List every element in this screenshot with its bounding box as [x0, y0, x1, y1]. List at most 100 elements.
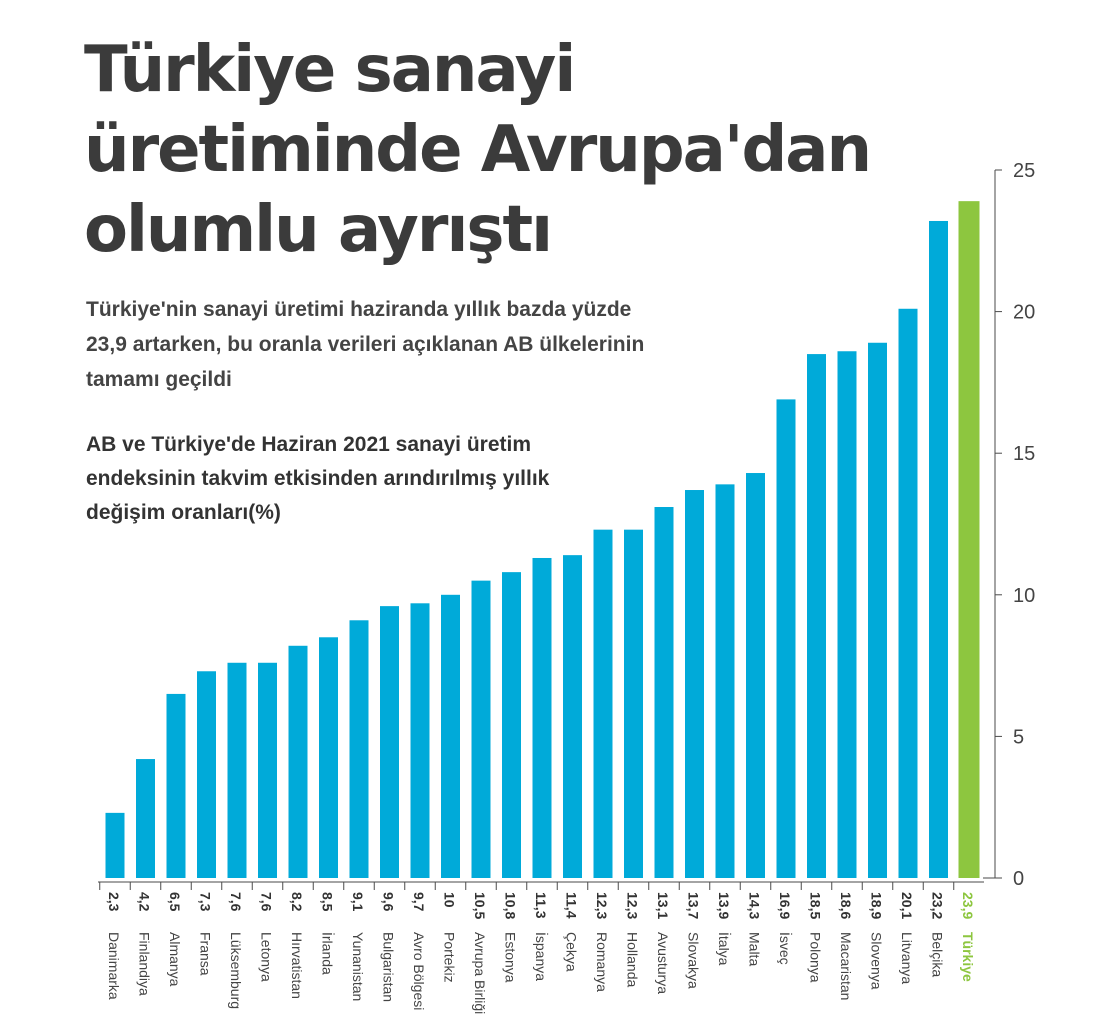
y-tick-label: 15 — [1013, 443, 1035, 465]
bar — [624, 529, 643, 878]
category-label: Bulgaristan — [381, 932, 397, 1002]
bar — [441, 594, 460, 878]
data-label: 18,5 — [808, 892, 824, 919]
bar — [868, 342, 887, 878]
data-label: 4,2 — [137, 892, 153, 912]
data-label: 13,1 — [655, 892, 671, 919]
data-label: 16,9 — [777, 892, 793, 919]
x-label-group: 23,9 Türkiye — [960, 892, 976, 982]
data-label: 8,5 — [320, 892, 336, 912]
y-tick-label: 20 — [1013, 302, 1035, 324]
category-label: Estonya — [503, 932, 519, 983]
data-label: 11,3 — [533, 892, 549, 919]
data-label: 7,6 — [228, 892, 244, 912]
category-label: İspanya — [533, 932, 550, 981]
x-label-group: 18,9 Slovenya — [869, 892, 885, 990]
category-label: Almanya — [167, 932, 183, 987]
category-label: Avrupa Birliği — [472, 932, 488, 1014]
bar — [410, 603, 430, 878]
bar — [288, 645, 308, 878]
bar — [197, 671, 216, 878]
category-label: Letonya — [259, 932, 275, 982]
data-label: 12,3 — [594, 892, 610, 919]
bar — [715, 484, 735, 878]
data-label: 7,6 — [259, 892, 275, 912]
x-label-group: 18,6 Macaristan — [838, 892, 854, 1000]
bar — [837, 351, 857, 878]
bar — [593, 529, 613, 878]
category-label: İsveç — [777, 932, 794, 965]
data-label: 9,6 — [381, 892, 397, 912]
category-label: Hırvatistan — [289, 932, 305, 999]
category-label: Türkiye — [960, 932, 976, 982]
category-label: Yunanistan — [350, 932, 366, 1001]
bar — [380, 606, 399, 878]
x-label-group: 11,4 Çekya — [564, 892, 580, 972]
bar — [166, 693, 186, 878]
x-label-group: 20,1 Litvanya — [899, 892, 915, 984]
data-label: 6,5 — [167, 892, 183, 912]
data-label: 7,3 — [198, 892, 214, 912]
category-label: Hollanda — [625, 932, 641, 987]
data-label: 2,3 — [106, 892, 122, 912]
y-tick-label: 5 — [1013, 726, 1024, 748]
x-label-group: 7,3 Fransa — [198, 892, 214, 976]
x-label-group: 11,3 İspanya — [533, 892, 550, 981]
data-label: 8,2 — [289, 892, 305, 912]
category-label: Finlandiya — [137, 932, 153, 996]
data-label: 11,4 — [564, 892, 580, 919]
x-label-group: 13,1 Avusturya — [655, 892, 671, 994]
bar — [563, 555, 582, 878]
category-label: Slovakya — [686, 932, 702, 989]
data-label: 13,9 — [716, 892, 732, 919]
category-label: Slovenya — [869, 932, 885, 990]
bar — [746, 473, 765, 878]
x-label-group: 2,3 Danimarka — [106, 892, 122, 1000]
bar — [471, 580, 491, 878]
bar — [105, 812, 125, 878]
bar — [532, 557, 552, 878]
x-label-group: 16,9 İsveç — [777, 892, 794, 965]
category-label: Polonya — [808, 932, 824, 983]
data-label: 20,1 — [899, 892, 915, 919]
x-label-group: 18,5 Polonya — [808, 892, 824, 983]
category-label: Avusturya — [655, 932, 671, 994]
x-label-group: 10,5 Avrupa Birliği — [472, 892, 488, 1014]
page-title: Türkiye sanayi üretiminde Avrupa'dan olu… — [84, 33, 872, 267]
bar — [227, 662, 247, 878]
y-tick-label: 0 — [1013, 868, 1024, 890]
x-label-group: 12,3 Romanya — [594, 892, 610, 992]
x-label-group: 8,5 İrlanda — [320, 892, 337, 975]
category-label: Avro Bölgesi — [411, 932, 427, 1010]
bar — [349, 620, 369, 878]
x-label-group: 14,3 Malta — [747, 892, 763, 966]
data-label: 10,5 — [472, 892, 488, 919]
x-label-group: 9,6 Bulgaristan — [381, 892, 397, 1002]
category-label: İrlanda — [320, 932, 337, 975]
category-label: Belçika — [930, 932, 946, 977]
data-label: 23,2 — [930, 892, 946, 919]
data-label: 9,7 — [411, 892, 427, 912]
category-label: Lüksemburg — [228, 932, 244, 1009]
category-label: Fransa — [198, 932, 214, 976]
category-label: Danimarka — [106, 932, 122, 1000]
category-label: Litvanya — [899, 932, 915, 984]
x-label-group: 10,8 Estonya — [503, 892, 519, 983]
data-label: 23,9 — [960, 892, 976, 919]
bar — [685, 490, 704, 878]
category-label: Malta — [747, 932, 763, 966]
category-label: Romanya — [594, 932, 610, 992]
bar — [319, 637, 338, 878]
bar — [929, 220, 948, 878]
data-label: 9,1 — [350, 892, 366, 912]
category-label: İtalya — [716, 932, 733, 966]
data-label: 10,8 — [503, 892, 519, 919]
category-label: Macaristan — [838, 932, 854, 1000]
bar — [807, 354, 826, 879]
x-label-group: 13,9 İtalya — [716, 892, 733, 966]
data-label: 18,9 — [869, 892, 885, 919]
x-label-group: 13,7 Slovakya — [686, 892, 702, 989]
bar — [136, 759, 155, 878]
chart-description: AB ve Türkiye'de Haziran 2021 sanayi üre… — [86, 433, 550, 524]
